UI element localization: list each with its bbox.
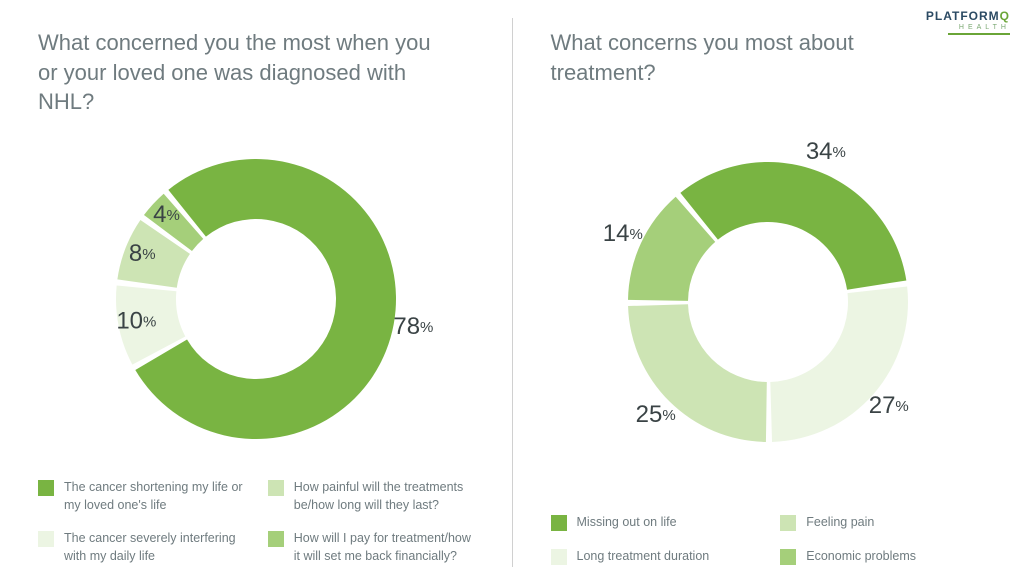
legend-label: Feeling pain <box>806 514 874 532</box>
legend: The cancer shortening my life or my love… <box>38 471 474 565</box>
legend-item: Economic problems <box>780 548 986 566</box>
legend-label: Missing out on life <box>577 514 677 532</box>
panel-title: What concerns you most about treatment? <box>551 28 951 87</box>
donut-chart: 78%10%8%4% <box>46 139 466 459</box>
legend-label: Economic problems <box>806 548 916 566</box>
logo-accent: Q <box>1000 9 1010 23</box>
slice-label: 25% <box>636 401 676 428</box>
legend-swatch <box>38 480 54 496</box>
legend-swatch <box>780 515 796 531</box>
legend-item: Long treatment duration <box>551 548 757 566</box>
donut-chart-wrap: 78%10%8%4% <box>38 127 474 471</box>
legend-label: How will I pay for treatment/how it will… <box>294 530 474 565</box>
legend-label: How painful will the treatments be/how l… <box>294 479 474 514</box>
donut-slice <box>681 162 907 290</box>
panel-left: What concerned you the most when you or … <box>0 0 512 585</box>
legend-item: How painful will the treatments be/how l… <box>268 479 474 514</box>
legend-item: The cancer shortening my life or my love… <box>38 479 244 514</box>
legend-item: Missing out on life <box>551 514 757 532</box>
brand-logo: PLATFORMQ HEALTH <box>926 10 1010 35</box>
panels-container: What concerned you the most when you or … <box>0 0 1024 585</box>
legend: Missing out on life Feeling pain Long trea… <box>551 506 987 565</box>
legend-item: How will I pay for treatment/how it will… <box>268 530 474 565</box>
slice-label: 78% <box>393 313 433 340</box>
legend-swatch <box>551 549 567 565</box>
legend-swatch <box>780 549 796 565</box>
legend-item: Feeling pain <box>780 514 986 532</box>
slice-label: 34% <box>806 142 846 165</box>
legend-swatch <box>38 531 54 547</box>
slice-label: 14% <box>603 220 643 247</box>
legend-swatch <box>268 531 284 547</box>
legend-item: The cancer severely interfering with my … <box>38 530 244 565</box>
panel-right: What concerns you most about treatment? … <box>513 0 1024 585</box>
logo-brand: PLATFORM <box>926 9 1000 23</box>
slice-label: 4% <box>153 201 180 228</box>
legend-label: The cancer severely interfering with my … <box>64 530 244 565</box>
panel-title: What concerned you the most when you or … <box>38 28 438 117</box>
legend-label: Long treatment duration <box>577 548 710 566</box>
slice-label: 27% <box>869 392 909 419</box>
donut-chart-wrap: 34% 27% 25% 14% <box>551 97 987 506</box>
donut-chart: 34% 27% 25% 14% <box>558 142 978 462</box>
logo-underline <box>948 33 1010 35</box>
legend-swatch <box>268 480 284 496</box>
legend-swatch <box>551 515 567 531</box>
logo-sub: HEALTH <box>926 24 1010 31</box>
legend-label: The cancer shortening my life or my love… <box>64 479 244 514</box>
